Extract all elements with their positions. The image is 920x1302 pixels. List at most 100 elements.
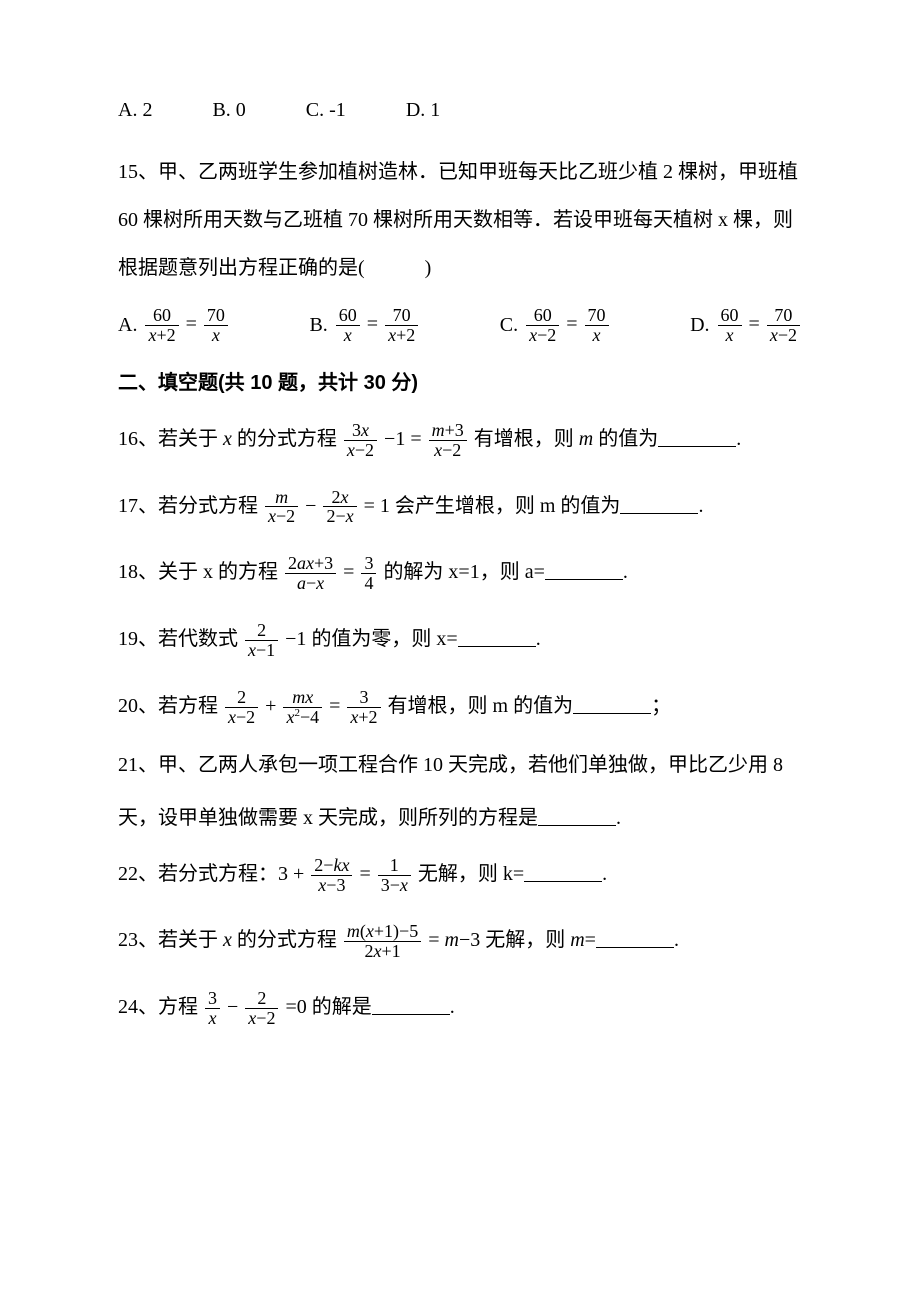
q19-num: 2 (245, 621, 278, 640)
q16-rn-op: + (445, 420, 455, 440)
q24-bn: 2 (245, 989, 278, 1008)
q20-adx: x (228, 707, 236, 727)
q23-n1: 1 (384, 921, 393, 941)
q24-eq: =0 的解是 (285, 996, 371, 1018)
q18-mid: 的解为 x=1，则 a= (383, 561, 544, 583)
q15-c-label: C. (500, 315, 518, 335)
q24-bdop: − (256, 1008, 266, 1028)
q14-a: 2 (142, 99, 152, 121)
q22-bdx: x (400, 875, 408, 895)
q22-bn: 1 (378, 856, 411, 875)
q17-rdx: x (346, 506, 354, 526)
q22-adop: − (326, 875, 336, 895)
q22-anx: x (341, 855, 349, 875)
q17-ldx: x (268, 506, 276, 526)
q20-bdop: − (300, 707, 310, 727)
q22-bd3: 3 (381, 875, 390, 895)
q17-blank (620, 493, 698, 514)
q18-blank (545, 559, 623, 580)
q20-adop: − (236, 707, 246, 727)
q15-opt-d: D. 60x = 70x−2 (690, 306, 802, 345)
q19-dop: − (256, 640, 266, 660)
q16-d1op: − (355, 440, 365, 460)
q15-c-lden-x: x (529, 325, 537, 345)
q15-a-lnum: 60 (145, 306, 178, 325)
q15-a-rnum: 70 (204, 306, 228, 325)
q15-line3: 根据题意列出方程正确的是( ) (118, 258, 802, 278)
q21-blank (538, 805, 616, 826)
q24-tail: . (450, 996, 455, 1018)
q21-line1: 21、甲、乙两人承包一项工程合作 10 天完成，若他们单独做，甲比乙少用 8 (118, 755, 802, 775)
q15-b-rnum: 70 (385, 306, 418, 325)
q16-d1n: 2 (365, 440, 374, 460)
q18-rn: 3 (361, 554, 376, 573)
q23: 23、若关于 x 的分式方程 m(x+1)−52x+1 = m−3 无解，则 m… (118, 922, 802, 961)
q15-d-rden-x: x (770, 325, 778, 345)
q20-blank (573, 693, 651, 714)
q18-ln3: 3 (324, 553, 333, 573)
q15-line2: 60 棵树所用天数与乙班植 70 棵树所用天数相等．若设甲班每天植树 x 棵，则 (118, 210, 802, 230)
q18-lda: a (297, 573, 306, 593)
q16-mideq: −1 = (384, 428, 427, 450)
q15-b-label: B. (309, 315, 327, 335)
q16-blank (658, 426, 736, 447)
q15-d-rden-n: 2 (788, 325, 797, 345)
q16-pre: 16、若关于 (118, 428, 223, 450)
q15-b-rden-x: x (388, 325, 396, 345)
q21-l2pre: 天，设甲单独做需要 x 天完成，则所列的方程是 (118, 807, 538, 829)
q20-bdn: 4 (310, 707, 319, 727)
q15-b-rden-n: 2 (406, 325, 415, 345)
q24-blank (372, 994, 450, 1015)
q15-a-rden: x (204, 325, 228, 345)
q16-d2op: − (442, 440, 452, 460)
q15-opt-b: B. 60x = 70x+2 (309, 306, 420, 345)
q15-opt-c: C. 60x−2 = 70x (500, 306, 611, 345)
q22: 22、若分式方程：3 + 2−kxx−3 = 13−x 无解，则 k=. (118, 856, 802, 895)
q15-d-lnum: 60 (718, 306, 742, 325)
q16-rn-n: 3 (455, 420, 464, 440)
q21-line2: 天，设甲单独做需要 x 天完成，则所列的方程是. (118, 803, 802, 828)
q17-ldop: − (276, 506, 286, 526)
q23-nop: + (374, 921, 384, 941)
q17: 17、若分式方程 mx−2 − 2x2−x = 1 会产生增根，则 m 的值为. (118, 488, 802, 527)
q15-c-lnum: 60 (526, 306, 559, 325)
q14-c-label: C. (306, 99, 324, 121)
q22-anop: − (323, 855, 333, 875)
q23-mid3: = (585, 929, 596, 951)
q23-x: x (223, 929, 232, 951)
q18-rd: 4 (361, 573, 376, 593)
q20: 20、若方程 2x−2 + mxx2−4 = 3x+2 有增根，则 m 的值为； (118, 688, 802, 727)
q22-an2: 2 (314, 855, 323, 875)
q16-tail: . (736, 428, 741, 450)
q22-mid: 无解，则 k= (418, 863, 524, 885)
q23-blank (596, 927, 674, 948)
q15-c-rnum: 70 (585, 306, 609, 325)
q18-tail: . (623, 561, 628, 583)
q24: 24、方程 3x − 2x−2 =0 的解是. (118, 989, 802, 1028)
q15-line1: 15、甲、乙两班学生参加植树造林．已知甲班每天比乙班少植 2 棵树，甲班植 (118, 162, 802, 182)
q14-choices: A. 2 B. 0 C. -1 D. 1 (118, 100, 802, 120)
q23-nx: x (366, 921, 374, 941)
q24-an: 3 (205, 989, 220, 1008)
q14-c: -1 (329, 99, 346, 121)
q17-pre: 17、若分式方程 (118, 495, 263, 517)
q15-options: A. 60x+2 = 70x B. 60x = 70x+2 C. 60x−2 =… (118, 306, 802, 345)
q18-eq: = (343, 561, 359, 583)
q24-minus: − (227, 996, 243, 1018)
section-2-title: 二、填空题(共 10 题，共计 30 分) (118, 373, 802, 393)
q17-rdop: − (335, 506, 345, 526)
q15-c-rden: x (585, 325, 609, 345)
q14-d: 1 (430, 99, 440, 121)
q24-pre: 24、方程 (118, 996, 203, 1018)
q16-m: m (579, 428, 593, 450)
q20-an: 2 (225, 688, 258, 707)
q14-d-label: D. (406, 99, 425, 121)
q20-mid: 有增根，则 m 的值为 (388, 695, 574, 717)
q15-b-lden: x (336, 325, 360, 345)
q16-d2n: 2 (452, 440, 461, 460)
q16-d1x: x (347, 440, 355, 460)
q19-pre: 19、若代数式 (118, 628, 243, 650)
q22-blank (524, 861, 602, 882)
q19-dn: 1 (266, 640, 275, 660)
q22-bdop: − (390, 875, 400, 895)
